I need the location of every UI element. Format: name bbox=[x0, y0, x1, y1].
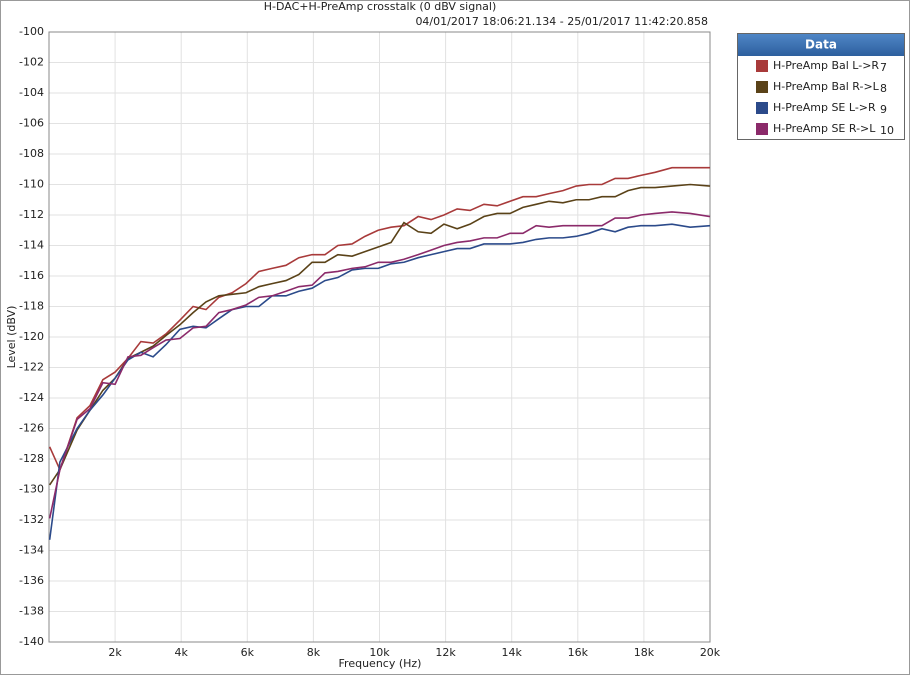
legend-title: Data bbox=[805, 38, 837, 52]
y-tick-label: -124 bbox=[19, 391, 44, 404]
x-tick-label: 20k bbox=[700, 646, 721, 659]
x-tick-label: 18k bbox=[634, 646, 655, 659]
y-tick-label: -128 bbox=[19, 452, 44, 465]
legend-id: 8 bbox=[880, 82, 887, 95]
legend-label: H-PreAmp SE R->L bbox=[773, 122, 876, 135]
chart-subtitle: 04/01/2017 18:06:21.134 - 25/01/2017 11:… bbox=[415, 15, 708, 28]
series-line bbox=[48, 223, 711, 540]
legend-id: 10 bbox=[880, 124, 894, 137]
y-tick-label: -100 bbox=[19, 25, 44, 38]
x-tick-label: 10k bbox=[369, 646, 390, 659]
y-axis-label: Level (dBV) bbox=[5, 306, 18, 369]
y-tick-label: -116 bbox=[19, 269, 44, 282]
legend-id: 9 bbox=[880, 103, 887, 116]
legend-swatch bbox=[756, 60, 768, 72]
y-tick-label: -136 bbox=[19, 574, 44, 587]
x-tick-label: 6k bbox=[241, 646, 255, 659]
y-tick-label: -106 bbox=[19, 117, 44, 130]
chart-title: H-DAC+H-PreAmp crosstalk (0 dBV signal) bbox=[264, 0, 497, 13]
x-tick-label: 2k bbox=[108, 646, 122, 659]
legend-swatch bbox=[756, 81, 768, 93]
y-tick-label: -140 bbox=[19, 635, 44, 648]
y-tick-label: -138 bbox=[19, 605, 44, 618]
y-tick-label: -134 bbox=[19, 544, 44, 557]
legend-header bbox=[738, 34, 904, 56]
legend-label: H-PreAmp Bal R->L bbox=[773, 80, 880, 93]
y-tick-label: -108 bbox=[19, 147, 44, 160]
series-line bbox=[48, 211, 711, 519]
y-tick-label: -110 bbox=[19, 178, 44, 191]
legend-label: H-PreAmp SE L->R bbox=[773, 101, 876, 114]
y-tick-label: -112 bbox=[19, 208, 44, 221]
x-tick-label: 8k bbox=[307, 646, 321, 659]
x-tick-label: 12k bbox=[435, 646, 456, 659]
plot-border bbox=[48, 31, 711, 643]
series-line bbox=[48, 183, 711, 486]
x-axis-label: Frequency (Hz) bbox=[339, 657, 422, 670]
y-tick-label: -132 bbox=[19, 513, 44, 526]
legend-id: 7 bbox=[880, 61, 887, 74]
y-tick-label: -104 bbox=[19, 86, 44, 99]
y-tick-label: -102 bbox=[19, 56, 44, 69]
y-tick-label: -130 bbox=[19, 483, 44, 496]
y-tick-label: -118 bbox=[19, 300, 44, 313]
y-tick-label: -114 bbox=[19, 239, 44, 252]
y-tick-label: -126 bbox=[19, 422, 44, 435]
y-tick-label: -120 bbox=[19, 330, 44, 343]
legend-swatch bbox=[756, 102, 768, 114]
legend-label: H-PreAmp Bal L->R bbox=[773, 59, 879, 72]
x-tick-label: 16k bbox=[568, 646, 589, 659]
series-line bbox=[48, 166, 710, 472]
y-tick-label: -122 bbox=[19, 361, 44, 374]
legend-swatch bbox=[756, 123, 768, 135]
x-tick-label: 4k bbox=[175, 646, 189, 659]
x-tick-label: 14k bbox=[502, 646, 523, 659]
